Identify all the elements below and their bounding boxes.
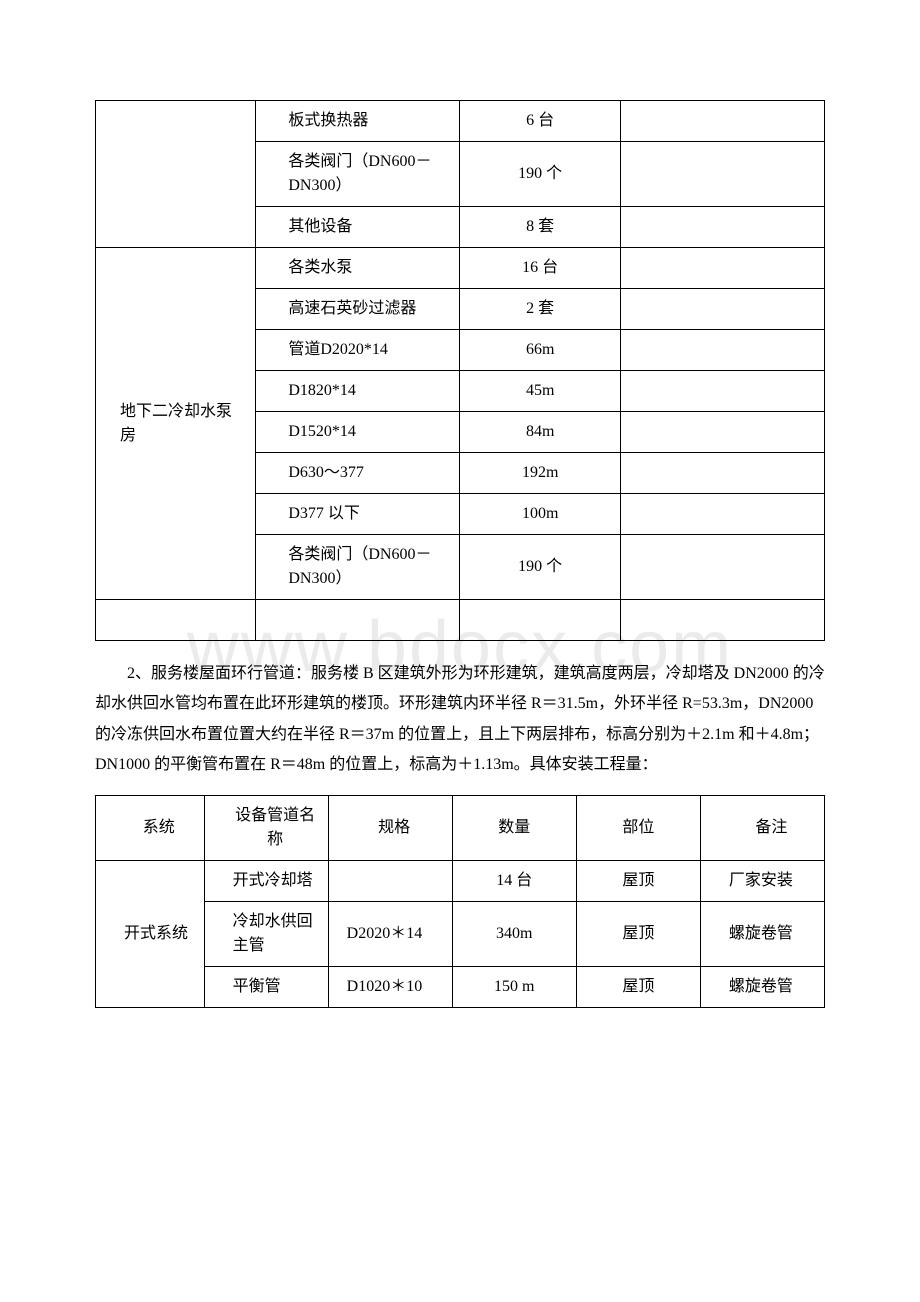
- cell-spec: D1020＊10: [328, 966, 452, 1007]
- cell-spec: [328, 860, 452, 901]
- cell-note: 厂家安装: [700, 860, 824, 901]
- cell-qty: 150 m: [452, 966, 576, 1007]
- cell-header: 规格: [328, 795, 452, 860]
- cell-name: 冷却水供回主管: [204, 901, 328, 966]
- cell-note: [620, 289, 824, 330]
- cell-item: 高速石英砂过滤器: [256, 289, 460, 330]
- cell-qty: 45m: [460, 371, 620, 412]
- cell-header: 数量: [452, 795, 576, 860]
- cell-note: [620, 207, 824, 248]
- table-row-empty: [96, 600, 825, 641]
- table-header-row: 系统 设备管道名称 规格 数量 部位 备注: [96, 795, 825, 860]
- cell-spec: D2020＊14: [328, 901, 452, 966]
- table-row: 平衡管 D1020＊10 150 m 屋顶 螺旋卷管: [96, 966, 825, 1007]
- cell-item: D377 以下: [256, 494, 460, 535]
- cell-qty: 190 个: [460, 142, 620, 207]
- cell-item: D1520*14: [256, 412, 460, 453]
- cell-qty: 340m: [452, 901, 576, 966]
- cell-qty: 14 台: [452, 860, 576, 901]
- cell-group: 地下二冷却水泵房: [96, 248, 256, 600]
- cell-item: 其他设备: [256, 207, 460, 248]
- cell-pos: 屋顶: [576, 860, 700, 901]
- cell-qty: 66m: [460, 330, 620, 371]
- cell-note: [620, 248, 824, 289]
- cell-item: 各类阀门（DN600－DN300）: [256, 535, 460, 600]
- cell-note: 螺旋卷管: [700, 901, 824, 966]
- cell-item: 板式换热器: [256, 101, 460, 142]
- cell-system: 开式系统: [96, 860, 205, 1007]
- cell-note: [620, 535, 824, 600]
- cell-item: D630～377: [256, 453, 460, 494]
- cell-qty: 100m: [460, 494, 620, 535]
- cell-pos: 屋顶: [576, 966, 700, 1007]
- cell-empty: [256, 600, 460, 641]
- cell-note: [620, 412, 824, 453]
- cell-note: [620, 453, 824, 494]
- cell-note: 螺旋卷管: [700, 966, 824, 1007]
- cell-item: 各类水泵: [256, 248, 460, 289]
- body-paragraph: 2、服务楼屋面环行管道：服务楼 B 区建筑外形为环形建筑，建筑高度两层，冷却塔及…: [95, 659, 825, 781]
- cell-qty: 6 台: [460, 101, 620, 142]
- cell-note: [620, 494, 824, 535]
- cell-name: 开式冷却塔: [204, 860, 328, 901]
- cell-qty: 2 套: [460, 289, 620, 330]
- installation-table: 系统 设备管道名称 规格 数量 部位 备注 开式系统 开式冷却塔 14 台 屋顶…: [95, 795, 825, 1008]
- cell-header: 部位: [576, 795, 700, 860]
- cell-qty: 84m: [460, 412, 620, 453]
- cell-pos: 屋顶: [576, 901, 700, 966]
- cell-qty: 16 台: [460, 248, 620, 289]
- table-row: 地下二冷却水泵房 各类水泵 16 台: [96, 248, 825, 289]
- cell-note: [620, 101, 824, 142]
- cell-group-empty: [96, 101, 256, 248]
- cell-header: 系统: [96, 795, 205, 860]
- table-row: 开式系统 开式冷却塔 14 台 屋顶 厂家安装: [96, 860, 825, 901]
- table-row: 冷却水供回主管 D2020＊14 340m 屋顶 螺旋卷管: [96, 901, 825, 966]
- cell-qty: 190 个: [460, 535, 620, 600]
- table-row: 板式换热器 6 台: [96, 101, 825, 142]
- cell-note: [620, 371, 824, 412]
- cell-item: D1820*14: [256, 371, 460, 412]
- cell-header: 设备管道名称: [204, 795, 328, 860]
- cell-item: 管道D2020*14: [256, 330, 460, 371]
- cell-empty: [620, 600, 824, 641]
- cell-note: [620, 330, 824, 371]
- cell-empty: [96, 600, 256, 641]
- cell-note: [620, 142, 824, 207]
- equipment-table: 板式换热器 6 台 各类阀门（DN600－DN300） 190 个 其他设备 8…: [95, 100, 825, 641]
- cell-qty: 192m: [460, 453, 620, 494]
- cell-qty: 8 套: [460, 207, 620, 248]
- cell-header: 备注: [700, 795, 824, 860]
- cell-empty: [460, 600, 620, 641]
- cell-name: 平衡管: [204, 966, 328, 1007]
- cell-item: 各类阀门（DN600－DN300）: [256, 142, 460, 207]
